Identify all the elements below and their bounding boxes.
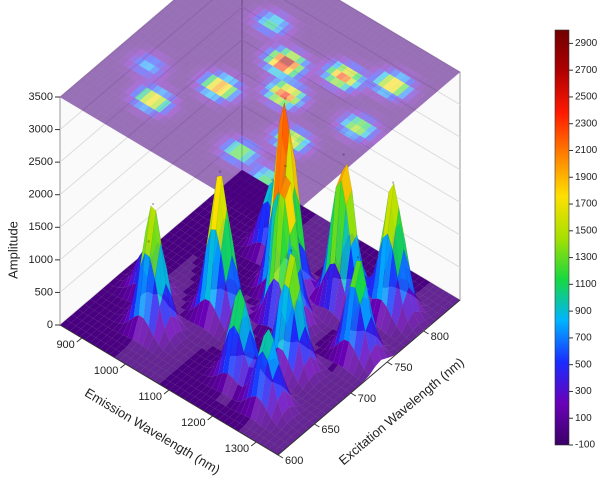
top-cell bbox=[222, 0, 234, 5]
surface-cell bbox=[363, 353, 376, 376]
z-tick-label: 2500 bbox=[29, 156, 53, 168]
top-cell bbox=[235, 0, 242, 3]
y-tick bbox=[423, 330, 429, 335]
y-tick bbox=[314, 423, 320, 428]
x-tick-label: 1100 bbox=[138, 391, 162, 403]
peak bbox=[342, 153, 345, 156]
colorbar-tick-label: 1900 bbox=[575, 172, 598, 183]
peak bbox=[266, 327, 270, 330]
x-tick bbox=[250, 441, 257, 447]
surface bbox=[59, 102, 461, 456]
top-cell bbox=[281, 0, 293, 5]
x-tick-label: 1200 bbox=[181, 417, 205, 429]
z-tick-label: 0 bbox=[47, 319, 53, 331]
peak bbox=[391, 181, 395, 184]
top-cell bbox=[191, 0, 200, 3]
peak bbox=[356, 256, 360, 259]
colorbar-tick-label: 2700 bbox=[575, 65, 598, 76]
top-cell bbox=[279, 0, 284, 2]
peak bbox=[284, 164, 287, 168]
peak bbox=[284, 97, 287, 100]
surface-cell bbox=[369, 343, 382, 367]
colorbar-tick-label: 300 bbox=[575, 386, 592, 397]
z-tick-label: 1500 bbox=[29, 221, 53, 233]
y-tick-label: 700 bbox=[358, 393, 376, 405]
x-tick-label: 1300 bbox=[225, 443, 249, 455]
y-tick-label: 650 bbox=[321, 424, 339, 436]
top-cell bbox=[297, 0, 309, 6]
z-axis-label: Amplitude bbox=[5, 221, 20, 279]
y-tick-label: 600 bbox=[285, 455, 303, 467]
x-tick bbox=[207, 415, 213, 421]
colorbar-tick-label: 1500 bbox=[575, 225, 598, 236]
z-tick-label: 2000 bbox=[29, 189, 53, 201]
top-cell bbox=[324, 0, 335, 4]
x-tick bbox=[120, 363, 126, 369]
colorbar-tick-label: 1700 bbox=[575, 199, 598, 210]
peak bbox=[147, 240, 150, 243]
colorbar-tick-label: 2900 bbox=[575, 38, 598, 49]
floor-edge bbox=[59, 299, 461, 456]
colorbar-tick-label: 500 bbox=[575, 359, 592, 370]
colorbar-tick-label: 100 bbox=[575, 413, 592, 424]
colorbar-tick-label: -100 bbox=[575, 440, 595, 451]
z-tick-label: 3000 bbox=[29, 123, 53, 135]
colorbar-tick-label: 2100 bbox=[575, 145, 598, 156]
surface-cell bbox=[381, 347, 394, 359]
peak bbox=[218, 170, 222, 173]
x-tick-label: 900 bbox=[56, 339, 74, 351]
y-tick-label: 750 bbox=[394, 362, 412, 374]
x-tick bbox=[76, 337, 83, 343]
top-cell bbox=[238, 0, 251, 6]
top-cell bbox=[206, 0, 217, 4]
z-tick-label: 1000 bbox=[29, 254, 53, 266]
top-cell bbox=[309, 0, 318, 3]
top-cell bbox=[220, 0, 225, 2]
colorbar-tick-label: 2300 bbox=[575, 118, 598, 129]
top-cell bbox=[250, 0, 259, 3]
top-cell bbox=[448, 68, 461, 78]
peak bbox=[239, 287, 242, 290]
peak bbox=[271, 178, 274, 181]
z-tick-label: 3500 bbox=[29, 91, 53, 103]
peak bbox=[151, 202, 155, 206]
x-tick-label: 1000 bbox=[94, 365, 118, 377]
y-tick bbox=[277, 454, 284, 459]
y-tick-label: 800 bbox=[431, 331, 449, 343]
top-cell bbox=[265, 0, 276, 4]
y-tick bbox=[350, 392, 357, 397]
colorbar bbox=[554, 29, 570, 446]
z-tick-label: 500 bbox=[35, 286, 53, 298]
colorbar-tick-label: 1300 bbox=[575, 252, 598, 263]
colorbar-tick-label: 700 bbox=[575, 333, 592, 344]
top-cell bbox=[294, 0, 301, 3]
y-tick bbox=[386, 361, 393, 366]
colorbar-tick-label: 900 bbox=[575, 306, 592, 317]
colorbar-tick-label: 2500 bbox=[575, 92, 598, 103]
top-cell bbox=[179, 0, 192, 5]
x-tick bbox=[163, 389, 170, 395]
top-cell bbox=[176, 0, 183, 3]
colorbar-tick-label: 1100 bbox=[575, 279, 597, 290]
peak bbox=[290, 249, 293, 252]
